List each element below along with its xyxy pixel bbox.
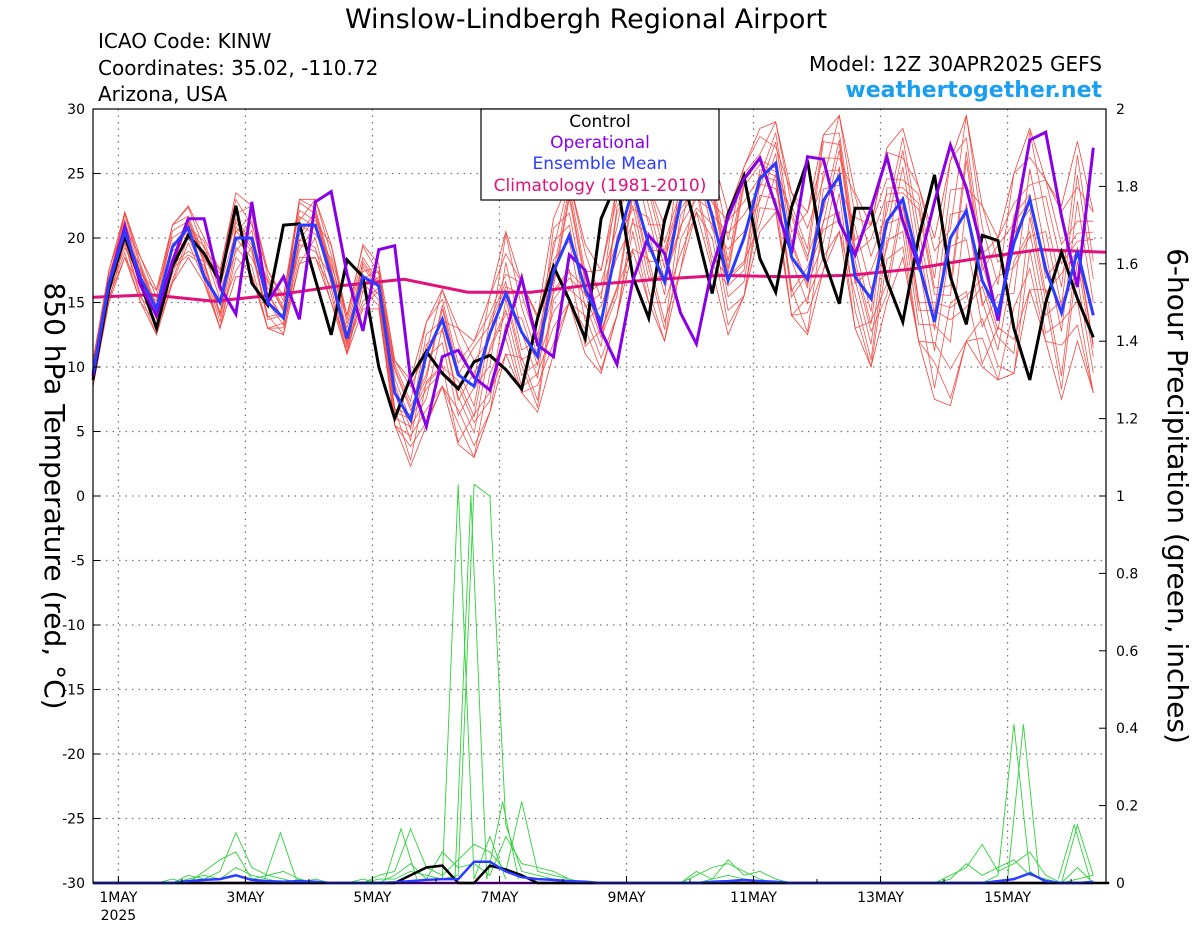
precip-peak-line [1007,724,1040,880]
right-tick-label: 1 [1116,489,1125,505]
precip-peak-line [473,835,507,880]
model-run: Model: 12Z 30APR2025 GEFS [809,52,1102,76]
right-tick-label: 2 [1116,102,1125,118]
x-tick-label: 5MAY [353,890,391,906]
x-tick-label: 15MAY [984,890,1031,906]
left-tick-label: 30 [67,102,85,118]
x-tick-label: 11MAY [730,890,777,906]
region: Arizona, USA [98,82,228,106]
left-tick-label: 0 [76,489,85,505]
legend-control: Control [569,112,630,132]
legend-climatology: Climatology (1981-2010) [494,176,707,196]
left-tick-label: -30 [62,876,85,892]
left-tick-label: -20 [62,747,85,763]
right-tick-label: 0.8 [1116,566,1138,582]
legend-box [480,108,720,201]
climatology-line [92,248,1107,303]
temp-member-line [92,174,1094,461]
temperature-series [91,113,1107,468]
left-tick-label: -5 [71,554,85,570]
axes: 302520151050-5-10-15-20-25-3021.81.61.41… [62,102,1138,924]
right-tick-label: 0.4 [1116,721,1138,737]
precip-peak-line [1057,823,1091,880]
precip-peak-line [264,831,297,880]
temp-mean-line [91,155,1095,424]
right-tick-label: 1.4 [1116,334,1138,350]
grid-lines [93,109,1106,883]
left-tick-label: 5 [76,425,85,441]
right-axis-label: 6-hour Precipitation (green, inches) [1161,248,1194,744]
coordinates: Coordinates: 35.02, -110.72 [98,56,378,80]
right-tick-label: 1.6 [1116,257,1138,273]
precip-member-line [93,835,1094,884]
x-tick-label: 1MAY [99,890,137,906]
precip-member-line [93,483,1094,884]
right-tick-label: 0.2 [1116,799,1138,815]
x-tick-label: 13MAY [857,890,904,906]
left-axis-label: 850 hPa Temperature (red, °C) [38,282,71,709]
legend: Control Operational Ensemble Mean Climat… [480,108,720,201]
precip-peak-line [486,801,519,880]
left-tick-label: -15 [62,683,85,699]
precip-peak-line [384,827,418,880]
x-tick-label: 3MAY [226,890,264,906]
chart-title: Winslow-Lindbergh Regional Airport [345,4,827,35]
precip-peak-line [454,495,488,880]
x-tick-label: 9MAY [607,890,645,906]
site-credit[interactable]: weathertogether.net [845,78,1102,103]
temp-operational-line [91,129,1095,432]
right-tick-label: 1.2 [1116,412,1138,428]
left-tick-label: 20 [67,231,85,247]
temp-member-low-line [92,210,1094,468]
icao-code: ICAO Code: KINW [98,29,272,53]
left-tick-label: -25 [62,812,85,828]
x-year-label: 2025 [101,908,137,924]
legend-ensemble-mean: Ensemble Mean [532,154,667,174]
precip-peak-line [441,484,475,880]
left-tick-label: 10 [67,360,85,376]
x-tick-label: 7MAY [480,890,518,906]
temp-control-line [91,160,1095,424]
legend-operational: Operational [550,133,650,153]
left-tick-label: -10 [62,618,85,634]
precipitation-series [93,483,1110,885]
left-tick-label: 25 [67,167,85,183]
temp-member-line [92,174,1094,424]
right-tick-label: 0 [1116,876,1125,892]
temp-member-line [92,150,1094,419]
left-tick-label: 15 [67,296,85,312]
right-tick-label: 1.8 [1116,179,1138,195]
right-tick-label: 0.6 [1116,644,1138,660]
